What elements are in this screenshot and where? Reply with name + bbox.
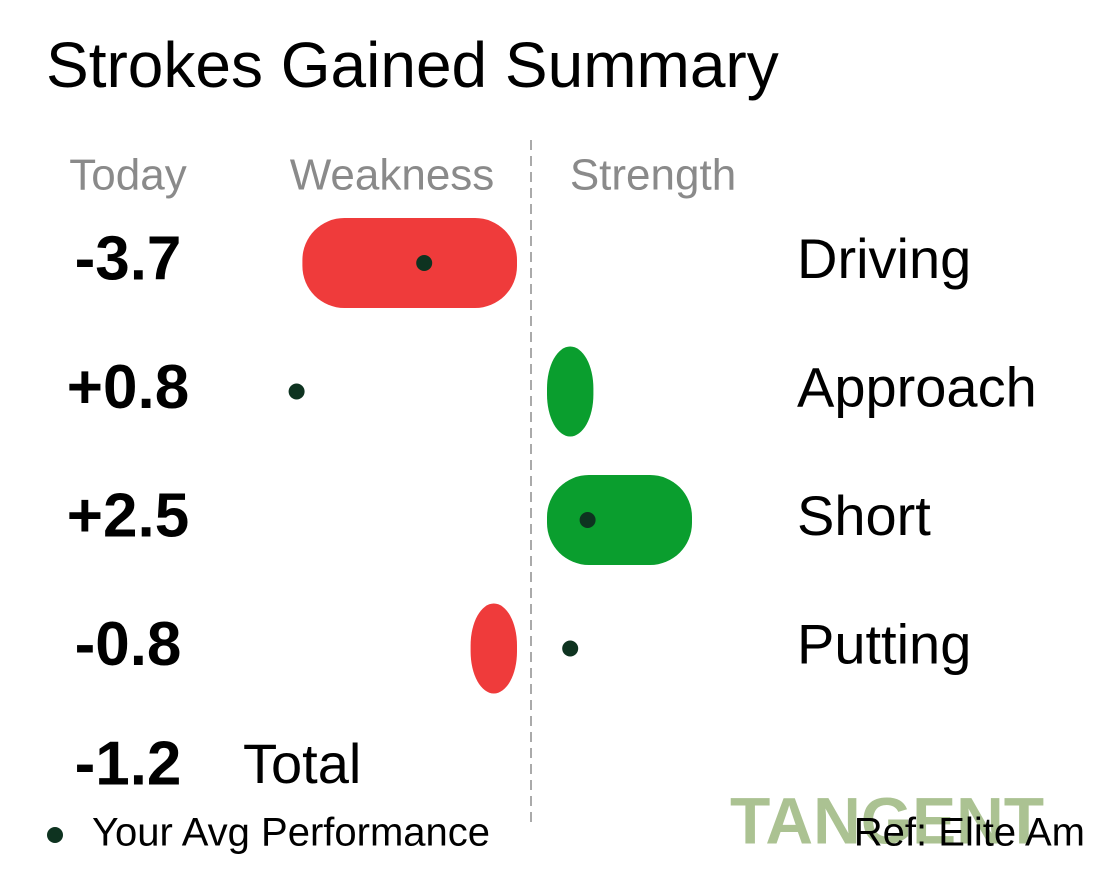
watermark: TANGENT: [730, 783, 1044, 857]
column-header: Today: [69, 151, 186, 200]
category-label: Short: [797, 484, 931, 547]
bar: [547, 475, 692, 565]
today-value: +0.8: [67, 353, 189, 422]
today-value: -0.8: [75, 610, 182, 679]
bar: [547, 346, 594, 437]
avg-dot: [579, 512, 596, 528]
category-label: Approach: [797, 355, 1037, 418]
today-value: -3.7: [75, 224, 182, 293]
total-value: -1.2: [75, 729, 182, 798]
legend-label: Your Avg Performance: [92, 811, 490, 855]
today-value: +2.5: [67, 481, 189, 550]
chart-title: Strokes Gained Summary: [46, 29, 779, 101]
total-label: Total: [243, 732, 361, 795]
category-label: Driving: [797, 227, 971, 290]
column-header: Strength: [570, 151, 736, 200]
bar: [302, 218, 517, 308]
avg-dot: [562, 640, 579, 657]
avg-dot: [416, 255, 433, 271]
avg-dot: [288, 383, 305, 400]
category-label: Putting: [797, 612, 971, 675]
bar: [470, 603, 517, 694]
legend-marker: [47, 827, 63, 843]
reference: Ref: Elite Am: [854, 811, 1085, 855]
column-header: Weakness: [290, 151, 495, 200]
